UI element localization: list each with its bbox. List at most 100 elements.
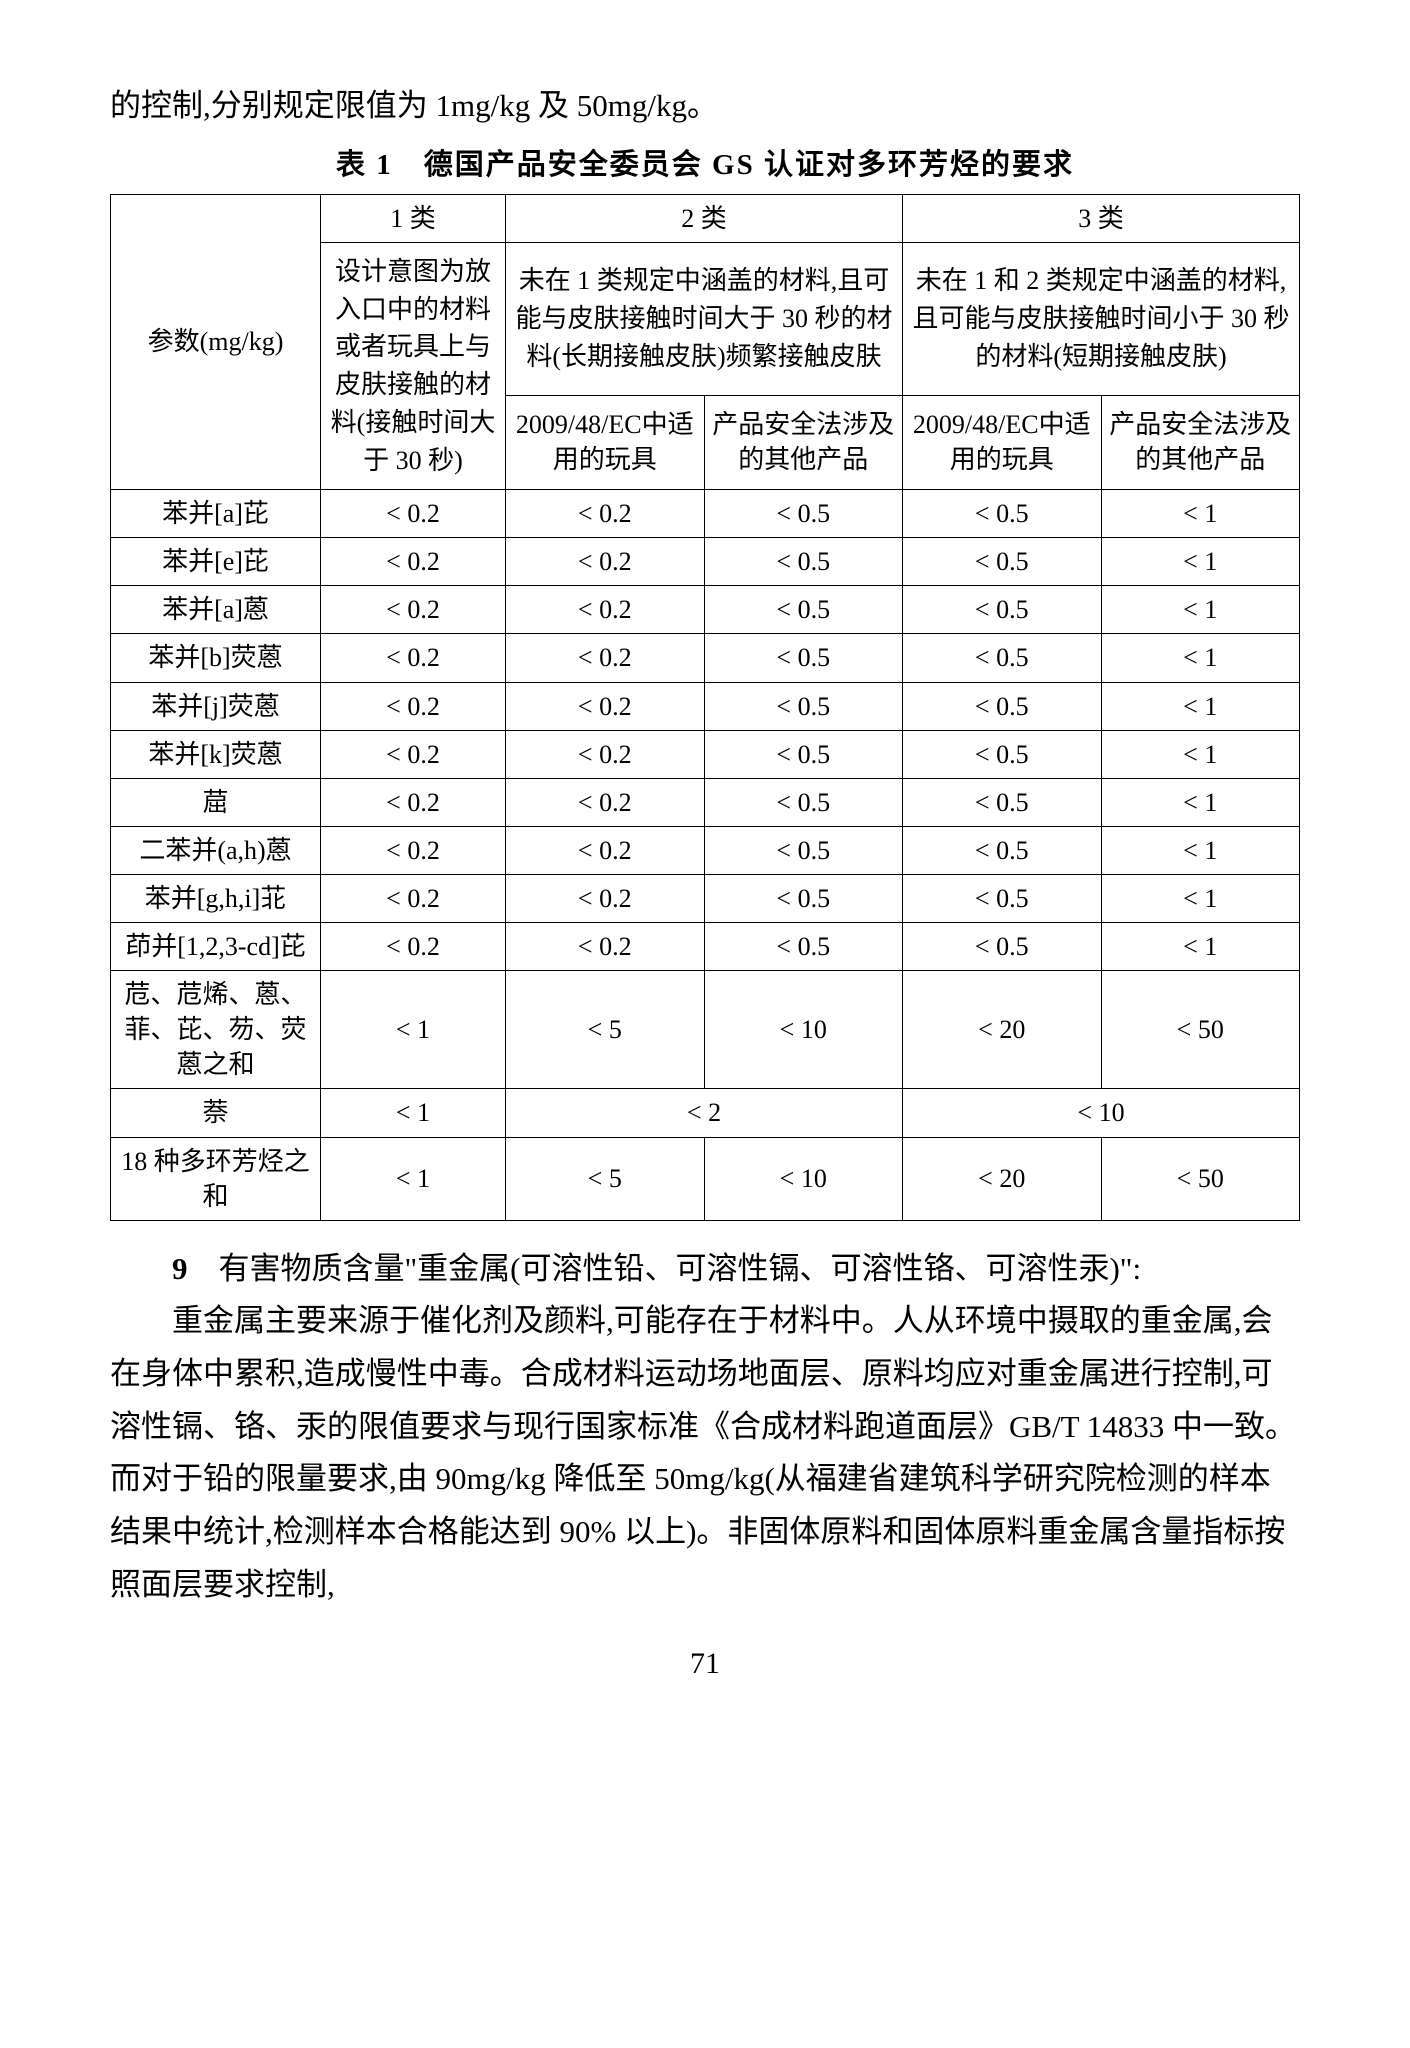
value-cell: < 0.2 — [321, 586, 506, 634]
row-name-cell: 茚并[1,2,3-cd]芘 — [111, 923, 321, 971]
value-cell: < 0.2 — [506, 826, 705, 874]
value-cell: < 0.2 — [506, 490, 705, 538]
row-name-cell: 䓛 — [111, 778, 321, 826]
table-row: 茚并[1,2,3-cd]芘< 0.2< 0.2< 0.5< 0.5< 1 — [111, 923, 1300, 971]
value-cell: < 0.5 — [903, 826, 1102, 874]
value-cell: < 0.5 — [903, 874, 1102, 922]
cat2-sub-b: 产品安全法涉及的其他产品 — [704, 395, 903, 490]
value-cell: < 1 — [1101, 682, 1300, 730]
value-cell: < 10 — [704, 971, 903, 1089]
value-cell: < 0.5 — [704, 778, 903, 826]
cat3-header: 3 类 — [903, 194, 1300, 242]
row-name-cell: 苯并[b]荧蒽 — [111, 634, 321, 682]
value-cell: < 50 — [1101, 1137, 1300, 1220]
value-cell: < 0.5 — [704, 874, 903, 922]
row-name-cell: 苯并[e]芘 — [111, 538, 321, 586]
value-cell: < 10 — [704, 1137, 903, 1220]
pah-limits-table: 参数(mg/kg) 1 类 2 类 3 类 设计意图为放入口中的材料或者玩具上与… — [110, 194, 1300, 1221]
row-name-cell: 苊、苊烯、蒽、菲、芘、芴、荧蒽之和 — [111, 971, 321, 1089]
table-row: 二苯并(a,h)蒽< 0.2< 0.2< 0.5< 0.5< 1 — [111, 826, 1300, 874]
value-cell: < 20 — [903, 1137, 1102, 1220]
value-cell: < 0.2 — [506, 538, 705, 586]
row-name-cell: 苯并[j]荧蒽 — [111, 682, 321, 730]
value-cell: < 0.5 — [903, 778, 1102, 826]
value-cell: < 0.5 — [903, 634, 1102, 682]
cat1-header: 1 类 — [321, 194, 506, 242]
value-cell: < 0.5 — [704, 923, 903, 971]
value-cell: < 1 — [321, 1089, 506, 1137]
param-header: 参数(mg/kg) — [111, 194, 321, 489]
value-cell: < 0.5 — [704, 490, 903, 538]
value-cell: < 0.5 — [903, 490, 1102, 538]
value-cell: < 0.5 — [903, 923, 1102, 971]
cat3-sub-b: 产品安全法涉及的其他产品 — [1101, 395, 1300, 490]
value-cell: < 5 — [506, 971, 705, 1089]
value-cell: < 1 — [1101, 923, 1300, 971]
value-cell: < 2 — [506, 1089, 903, 1137]
value-cell: < 0.2 — [506, 634, 705, 682]
value-cell: < 0.2 — [321, 730, 506, 778]
section-title: 有害物质含量"重金属(可溶性铅、可溶性镉、可溶性铬、可溶性汞)": — [188, 1251, 1142, 1286]
value-cell: < 0.5 — [903, 682, 1102, 730]
table-row: 苊、苊烯、蒽、菲、芘、芴、荧蒽之和< 1< 5< 10< 20< 50 — [111, 971, 1300, 1089]
value-cell: < 0.2 — [321, 923, 506, 971]
value-cell: < 1 — [1101, 634, 1300, 682]
value-cell: < 1 — [1101, 586, 1300, 634]
intro-text: 的控制,分别规定限值为 1mg/kg 及 50mg/kg。 — [110, 80, 1300, 133]
value-cell: < 1 — [1101, 490, 1300, 538]
row-name-cell: 苯并[k]荧蒽 — [111, 730, 321, 778]
value-cell: < 0.5 — [704, 826, 903, 874]
table-row: 苯并[g,h,i]苝< 0.2< 0.2< 0.5< 0.5< 1 — [111, 874, 1300, 922]
value-cell: < 0.5 — [704, 634, 903, 682]
cat1-desc: 设计意图为放入口中的材料或者玩具上与皮肤接触的材料(接触时间大于 30 秒) — [321, 243, 506, 490]
table-header-row-1: 参数(mg/kg) 1 类 2 类 3 类 — [111, 194, 1300, 242]
section-number: 9 — [172, 1251, 188, 1286]
table-row: 苯并[a]蒽< 0.2< 0.2< 0.5< 0.5< 1 — [111, 586, 1300, 634]
value-cell: < 0.2 — [506, 682, 705, 730]
cat2-desc: 未在 1 类规定中涵盖的材料,且可能与皮肤接触时间大于 30 秒的材料(长期接触… — [506, 243, 903, 395]
row-name-cell: 萘 — [111, 1089, 321, 1137]
value-cell: < 10 — [903, 1089, 1300, 1137]
table-row: 䓛< 0.2< 0.2< 0.5< 0.5< 1 — [111, 778, 1300, 826]
value-cell: < 0.5 — [704, 730, 903, 778]
table-row: 苯并[b]荧蒽< 0.2< 0.2< 0.5< 0.5< 1 — [111, 634, 1300, 682]
cat2-sub-a: 2009/48/EC中适用的玩具 — [506, 395, 705, 490]
value-cell: < 0.2 — [506, 923, 705, 971]
value-cell: < 0.5 — [704, 682, 903, 730]
value-cell: < 5 — [506, 1137, 705, 1220]
value-cell: < 1 — [321, 971, 506, 1089]
value-cell: < 0.2 — [321, 826, 506, 874]
value-cell: < 1 — [1101, 730, 1300, 778]
value-cell: < 0.2 — [321, 874, 506, 922]
section-9-heading: 9 有害物质含量"重金属(可溶性铅、可溶性镉、可溶性铬、可溶性汞)": — [110, 1243, 1300, 1296]
value-cell: < 1 — [1101, 874, 1300, 922]
table-row: 萘< 1< 2< 10 — [111, 1089, 1300, 1137]
row-name-cell: 苯并[a]芘 — [111, 490, 321, 538]
value-cell: < 0.5 — [903, 538, 1102, 586]
value-cell: < 0.2 — [321, 538, 506, 586]
table-row: 18 种多环芳烃之和< 1< 5< 10< 20< 50 — [111, 1137, 1300, 1220]
value-cell: < 1 — [321, 1137, 506, 1220]
row-name-cell: 二苯并(a,h)蒽 — [111, 826, 321, 874]
value-cell: < 0.2 — [506, 874, 705, 922]
value-cell: < 0.2 — [321, 634, 506, 682]
cat2-header: 2 类 — [506, 194, 903, 242]
value-cell: < 0.5 — [704, 538, 903, 586]
table-row: 苯并[a]芘< 0.2< 0.2< 0.5< 0.5< 1 — [111, 490, 1300, 538]
table-row: 苯并[k]荧蒽< 0.2< 0.2< 0.5< 0.5< 1 — [111, 730, 1300, 778]
value-cell: < 0.5 — [903, 586, 1102, 634]
value-cell: < 0.2 — [506, 586, 705, 634]
table-caption: 表 1 德国产品安全委员会 GS 认证对多环芳烃的要求 — [110, 141, 1300, 190]
value-cell: < 0.2 — [506, 778, 705, 826]
value-cell: < 0.5 — [903, 730, 1102, 778]
row-name-cell: 苯并[g,h,i]苝 — [111, 874, 321, 922]
page-number: 71 — [110, 1638, 1300, 1689]
cat3-desc: 未在 1 和 2 类规定中涵盖的材料,且可能与皮肤接触时间小于 30 秒的材料(… — [903, 243, 1300, 395]
value-cell: < 0.2 — [321, 490, 506, 538]
table-row: 苯并[e]芘< 0.2< 0.2< 0.5< 0.5< 1 — [111, 538, 1300, 586]
value-cell: < 0.2 — [321, 778, 506, 826]
section-9-para: 重金属主要来源于催化剂及颜料,可能存在于材料中。人从环境中摄取的重金属,会在身体… — [110, 1295, 1300, 1611]
value-cell: < 0.5 — [704, 586, 903, 634]
value-cell: < 1 — [1101, 826, 1300, 874]
table-row: 苯并[j]荧蒽< 0.2< 0.2< 0.5< 0.5< 1 — [111, 682, 1300, 730]
